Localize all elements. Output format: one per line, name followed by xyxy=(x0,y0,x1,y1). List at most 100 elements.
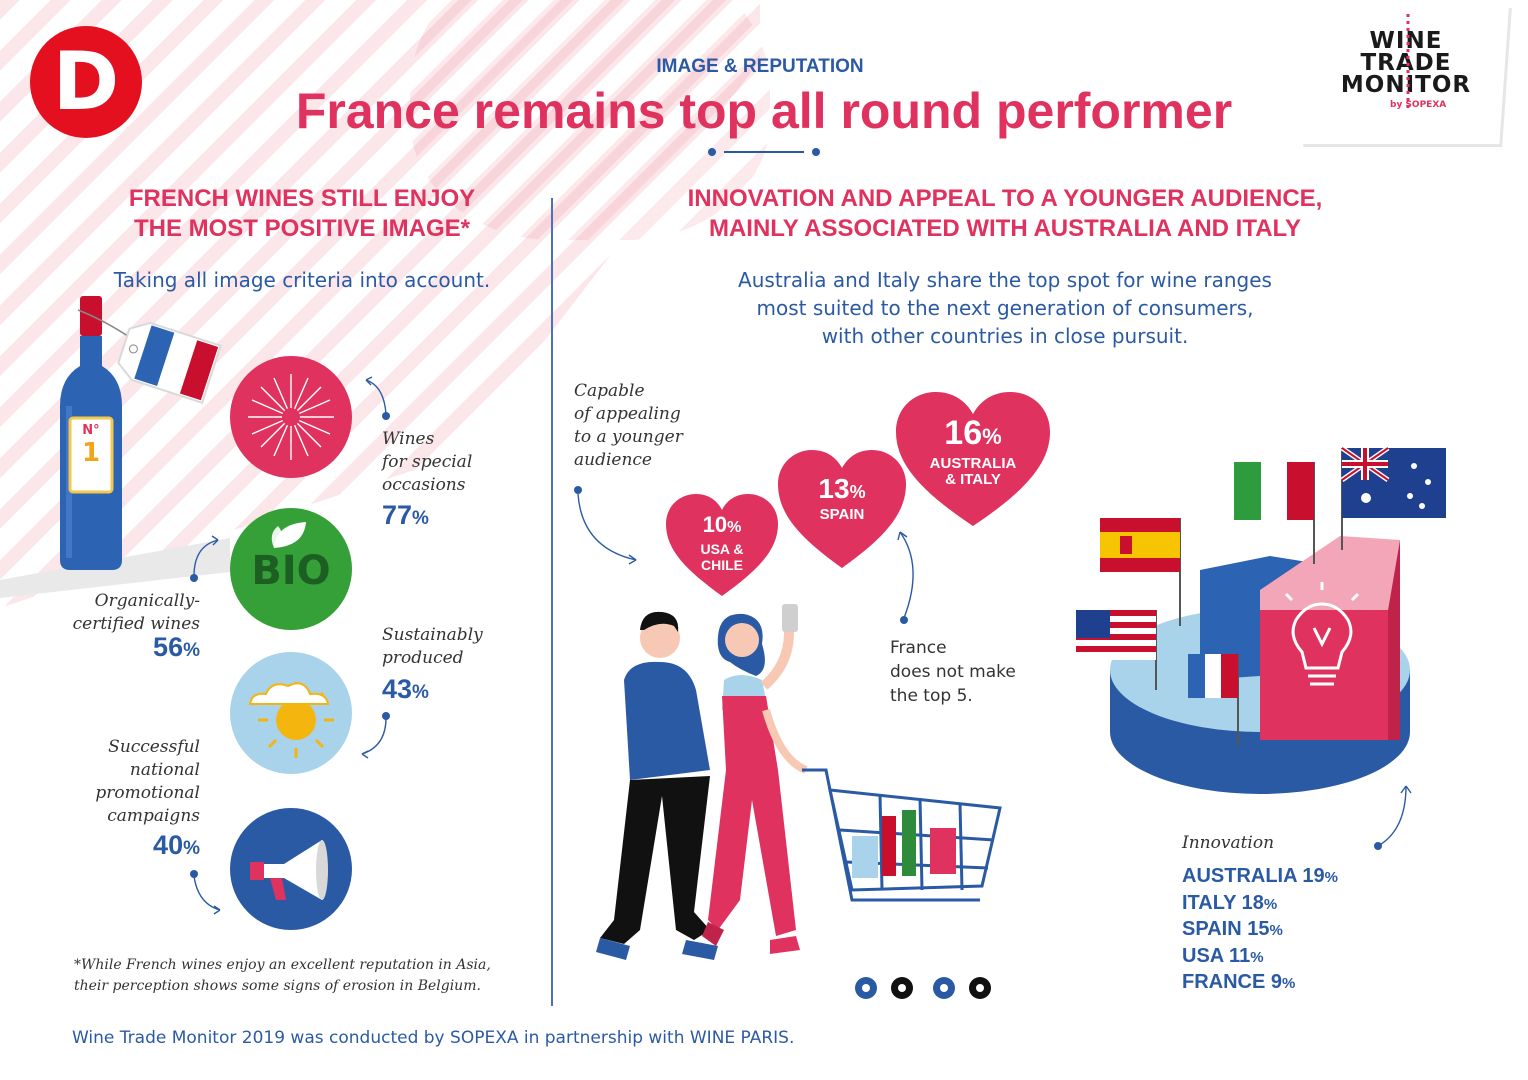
sub-line: Australia and Italy share the top spot f… xyxy=(738,268,1272,292)
left-heading-line1: FRENCH WINES STILL ENJOY xyxy=(128,185,476,212)
brand-line1: WINE xyxy=(1369,28,1443,54)
fireworks-icon xyxy=(248,374,334,460)
brand-line2: TRADE xyxy=(1360,50,1452,76)
heart-australia-italy-text: 16% AUSTRALIA & ITALY xyxy=(896,414,1050,488)
title-rule xyxy=(708,148,820,156)
promotional-value: 40% xyxy=(60,830,200,861)
publisher-logo-letter: D xyxy=(52,35,120,128)
footer-credit: Wine Trade Monitor 2019 was conducted by… xyxy=(72,1028,795,1048)
heart-unit: % xyxy=(982,424,1002,449)
label-line: to a younger xyxy=(574,427,683,447)
label-line: Wines xyxy=(382,429,435,449)
value-unit: % xyxy=(183,838,200,859)
heart-unit: % xyxy=(727,519,742,536)
innovation-value: 9 xyxy=(1270,971,1283,993)
heart-label-line: AUSTRALIA xyxy=(929,455,1017,472)
innovation-country: USA xyxy=(1182,944,1224,967)
innovation-value: 15 xyxy=(1247,918,1270,940)
heart-unit: % xyxy=(849,482,866,502)
innovation-unit: % xyxy=(1282,975,1296,992)
innovation-country: ITALY xyxy=(1182,891,1237,914)
heart-australia-italy-icon xyxy=(896,392,1050,526)
right-heading: INNOVATION AND APPEAL TO A YOUNGER AUDIE… xyxy=(580,184,1430,244)
value-unit: % xyxy=(412,508,429,529)
page-title: France remains top all round performer xyxy=(295,83,1233,139)
publisher-logo: D xyxy=(30,26,142,138)
heart-background xyxy=(410,0,770,240)
right-heading-line2: MAINLY ASSOCIATED WITH AUSTRALIA AND ITA… xyxy=(708,215,1301,242)
label-line: Sustainably xyxy=(382,625,483,645)
innovation-list: AUSTRALIA 19% ITALY 18% SPAIN 15% USA 11… xyxy=(1182,864,1338,997)
organic-value: 56% xyxy=(70,632,200,663)
label-line: produced xyxy=(382,648,464,668)
value-number: 40 xyxy=(153,830,184,860)
heart-label-line: USA & xyxy=(700,541,744,557)
heart-label-line: SPAIN xyxy=(819,506,865,523)
left-subheading: Taking all image criteria into account. xyxy=(113,268,491,292)
innovation-value: 18 xyxy=(1241,891,1264,914)
left-footnote: *While French wines enjoy an excellent r… xyxy=(74,955,544,997)
bottle-label-rank: 1 xyxy=(81,438,101,468)
innovation-title: Innovation xyxy=(1182,833,1275,853)
note-line: France xyxy=(890,638,947,658)
footnote-line: *While French wines enjoy an excellent r… xyxy=(74,957,491,973)
innovation-unit: % xyxy=(1269,922,1283,939)
innovation-value: 19 xyxy=(1302,865,1325,887)
heart-label-line: CHILE xyxy=(701,557,743,573)
heart-value: 10 xyxy=(702,512,728,537)
right-heading-line1: INNOVATION AND APPEAL TO A YOUNGER AUDIE… xyxy=(687,185,1323,212)
sustainable-label: Sustainably produced xyxy=(382,624,483,670)
heart-usa-chile-icon xyxy=(666,494,778,596)
value-number: 56 xyxy=(153,632,184,662)
brand-dotted-line xyxy=(1406,14,1410,110)
value-number: 43 xyxy=(382,674,413,704)
label-line: Organically- xyxy=(94,591,200,611)
innovation-unit: % xyxy=(1324,869,1338,886)
label-line: campaigns xyxy=(107,806,200,826)
right-subheading: Australia and Italy share the top spot f… xyxy=(580,266,1430,350)
label-line: promotional xyxy=(95,783,200,803)
note-line: the top 5. xyxy=(890,686,973,706)
innovation-country: FRANCE xyxy=(1182,971,1266,993)
note-line: does not make xyxy=(890,662,1016,682)
column-divider xyxy=(551,198,553,1006)
special-occasions-value: 77% xyxy=(382,500,429,531)
label-line: national xyxy=(129,760,200,780)
special-occasions-label: Wines for special occasions xyxy=(382,428,472,497)
innovation-unit: % xyxy=(1250,948,1264,966)
innovation-row: USA 11% xyxy=(1182,944,1338,971)
value-unit: % xyxy=(183,640,200,661)
france-note: France does not make the top 5. xyxy=(890,636,1016,708)
wine-trade-monitor-logo: WINE TRADE MONITOR by SOPEXA xyxy=(1303,8,1512,148)
france-note-arrow xyxy=(897,531,914,624)
sustainable-value: 43% xyxy=(382,674,429,705)
innovation-country: SPAIN xyxy=(1182,918,1242,940)
heart-spain-text: 13% SPAIN xyxy=(778,474,906,523)
innovation-value: 11 xyxy=(1229,944,1251,967)
value-number: 77 xyxy=(382,500,413,530)
megaphone-icon xyxy=(250,840,328,900)
label-line: occasions xyxy=(382,475,466,495)
innovation-row: ITALY 18% xyxy=(1182,891,1338,918)
promotional-label: Successful national promotional campaign… xyxy=(60,736,200,828)
label-line: Capable xyxy=(574,381,645,401)
brand-by: by SOPEXA xyxy=(1390,100,1447,110)
heart-value: 16 xyxy=(944,414,983,452)
label-line: certified wines xyxy=(72,614,200,634)
leaf-icon xyxy=(271,522,306,548)
organic-label: Organically- certified wines xyxy=(70,590,200,636)
heart-value: 13 xyxy=(818,473,850,504)
shopping-couple-illustration xyxy=(596,604,1002,999)
innovation-country: AUSTRALIA xyxy=(1182,865,1297,887)
brand-line3: MONITOR xyxy=(1340,72,1472,98)
innovation-arrow xyxy=(1374,785,1412,850)
value-unit: % xyxy=(412,682,429,703)
innovation-row: SPAIN 15% xyxy=(1182,917,1338,944)
sun-cloud-icon xyxy=(248,682,334,758)
label-line: audience xyxy=(574,450,652,470)
label-line: for special xyxy=(382,452,473,472)
bottle-label: N° 1 xyxy=(74,424,108,469)
label-line: Successful xyxy=(108,737,200,757)
left-heading: FRENCH WINES STILL ENJOY THE MOST POSITI… xyxy=(60,184,544,244)
innovation-row: FRANCE 9% xyxy=(1182,970,1338,997)
